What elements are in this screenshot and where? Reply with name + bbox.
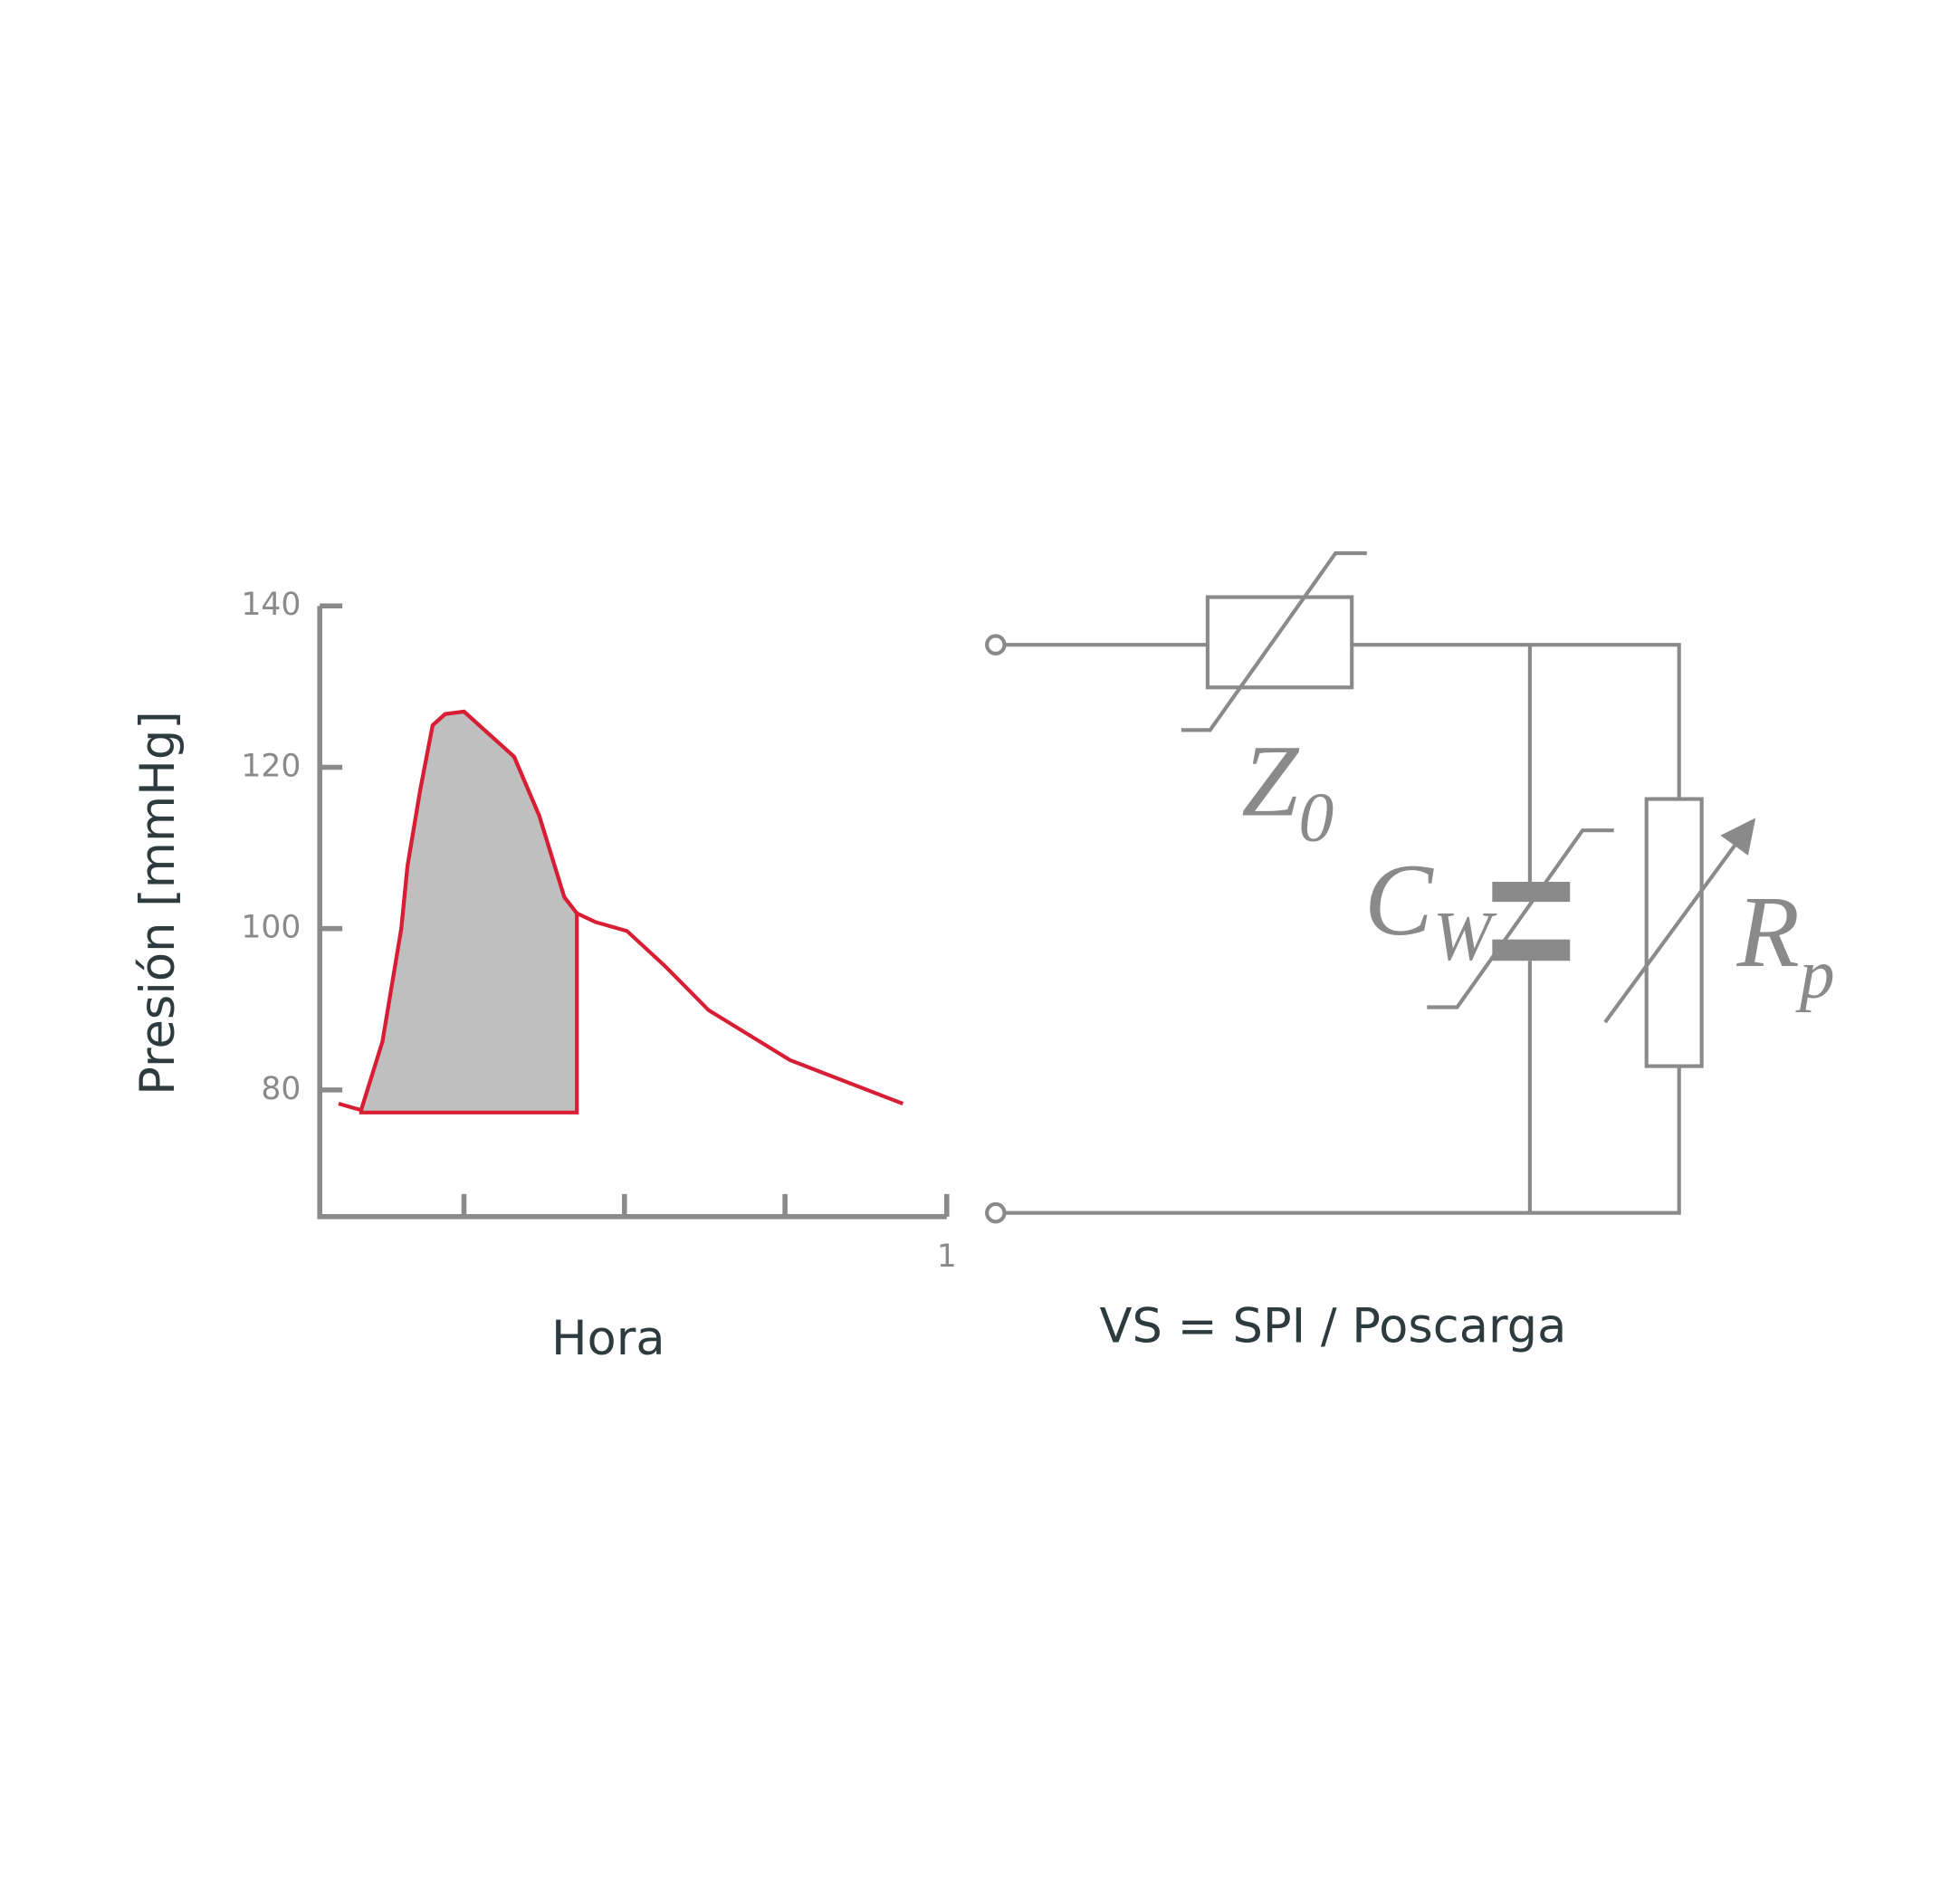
terminal xyxy=(985,634,1007,655)
z0-label: Z0 xyxy=(1241,724,1334,856)
impedance xyxy=(1205,595,1354,690)
axes xyxy=(317,606,947,1220)
x-axis-label: Hora xyxy=(551,1311,665,1366)
y-tick-label: 80 xyxy=(261,1071,301,1107)
variable-slash xyxy=(1427,828,1614,1009)
x-tick-label: 1 xyxy=(937,1239,957,1275)
subscript: p xyxy=(1795,934,1835,1012)
shaded-area xyxy=(359,709,579,1114)
y-tick-label: 140 xyxy=(241,587,301,623)
circuit: Z0 CW Rp xyxy=(985,550,1835,1224)
y-tick-label: 120 xyxy=(241,748,301,784)
y-axis-label: Presión [mmHg] xyxy=(130,711,186,1095)
cw-label: CW xyxy=(1364,843,1497,975)
symbol: C xyxy=(1364,843,1434,957)
capacitor-plate xyxy=(1492,881,1571,903)
rp-label: Rp xyxy=(1735,875,1834,1013)
symbol: R xyxy=(1735,875,1799,989)
variable-arrow xyxy=(1603,833,1745,1024)
symbol: Z xyxy=(1241,724,1300,838)
subscript: W xyxy=(1433,897,1497,975)
subscript: 0 xyxy=(1298,778,1334,856)
line xyxy=(338,709,904,1113)
y-tick-label: 100 xyxy=(241,910,301,946)
resistor xyxy=(1644,797,1704,1068)
wire xyxy=(1004,643,1681,1215)
terminal xyxy=(985,1201,1007,1224)
capacitor-plate xyxy=(1492,939,1571,961)
formula: VS = SPI / Poscarga xyxy=(1100,1298,1567,1354)
arrow-head xyxy=(1720,818,1756,856)
variable-slash xyxy=(1181,550,1367,732)
